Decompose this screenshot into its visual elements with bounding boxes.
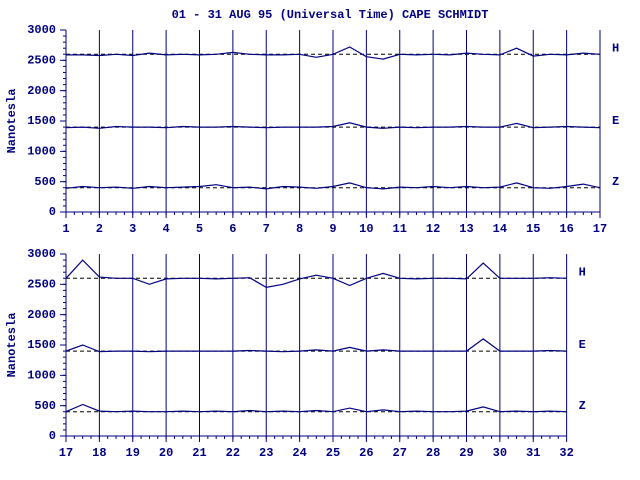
- x-tick-label: 28: [426, 446, 440, 460]
- chart-title: 01 - 31 AUG 95 (Universal Time) CAPE SCH…: [172, 8, 489, 22]
- x-tick-label: 6: [229, 222, 236, 236]
- x-tick-label: 16: [559, 222, 573, 236]
- x-tick-label: 17: [59, 446, 73, 460]
- y-tick-label: 2500: [27, 278, 56, 292]
- x-tick-label: 7: [263, 222, 270, 236]
- x-tick-label: 3: [129, 222, 136, 236]
- y-tick-label: 0: [49, 429, 56, 443]
- y-tick-label: 3000: [27, 23, 56, 37]
- x-tick-label: 22: [226, 446, 240, 460]
- y-axis-label: Nanotesla: [5, 313, 19, 378]
- series-label: E: [579, 338, 586, 352]
- x-tick-label: 30: [493, 446, 507, 460]
- x-tick-label: 4: [163, 222, 170, 236]
- x-tick-label: 12: [426, 222, 440, 236]
- series-line: [65, 259, 567, 289]
- y-tick-label: 500: [34, 399, 56, 413]
- y-tick-label: 2000: [27, 84, 56, 98]
- y-tick-label: 1500: [27, 114, 56, 128]
- x-tick-label: 27: [393, 446, 407, 460]
- y-tick-label: 2500: [27, 54, 56, 68]
- series-label: H: [579, 265, 586, 279]
- x-tick-label: 15: [526, 222, 540, 236]
- y-tick-label: 1000: [27, 145, 56, 159]
- y-tick-label: 500: [34, 175, 56, 189]
- y-tick-label: 0: [49, 205, 56, 219]
- series-label: Z: [579, 399, 586, 413]
- y-tick-label: 2000: [27, 308, 56, 322]
- x-tick-label: 24: [292, 446, 306, 460]
- series-line: [65, 338, 567, 353]
- y-tick-label: 3000: [27, 247, 56, 261]
- x-tick-label: 1: [62, 222, 69, 236]
- series-line: [66, 46, 601, 60]
- x-tick-label: 13: [459, 222, 473, 236]
- x-tick-label: 17: [593, 222, 607, 236]
- x-tick-label: 29: [459, 446, 473, 460]
- x-tick-label: 11: [393, 222, 407, 236]
- x-tick-label: 19: [126, 446, 140, 460]
- y-axis-label: Nanotesla: [5, 89, 19, 154]
- x-tick-label: 32: [559, 446, 573, 460]
- series-label: Z: [612, 175, 619, 189]
- x-tick-label: 20: [159, 446, 173, 460]
- x-tick-label: 8: [296, 222, 303, 236]
- y-tick-label: 1500: [27, 338, 56, 352]
- series-line: [65, 403, 567, 413]
- x-tick-label: 5: [196, 222, 203, 236]
- x-tick-label: 25: [326, 446, 340, 460]
- x-tick-label: 26: [359, 446, 373, 460]
- y-tick-label: 1000: [27, 369, 56, 383]
- x-tick-label: 2: [96, 222, 103, 236]
- series-label: E: [612, 114, 619, 128]
- x-tick-label: 18: [92, 446, 106, 460]
- series-line: [65, 182, 601, 190]
- series-label: H: [612, 41, 619, 55]
- x-tick-label: 31: [526, 446, 540, 460]
- x-tick-label: 9: [329, 222, 336, 236]
- series-line: [65, 122, 601, 129]
- x-tick-label: 10: [359, 222, 373, 236]
- x-tick-label: 14: [493, 222, 507, 236]
- x-tick-label: 23: [259, 446, 273, 460]
- x-tick-label: 21: [192, 446, 206, 460]
